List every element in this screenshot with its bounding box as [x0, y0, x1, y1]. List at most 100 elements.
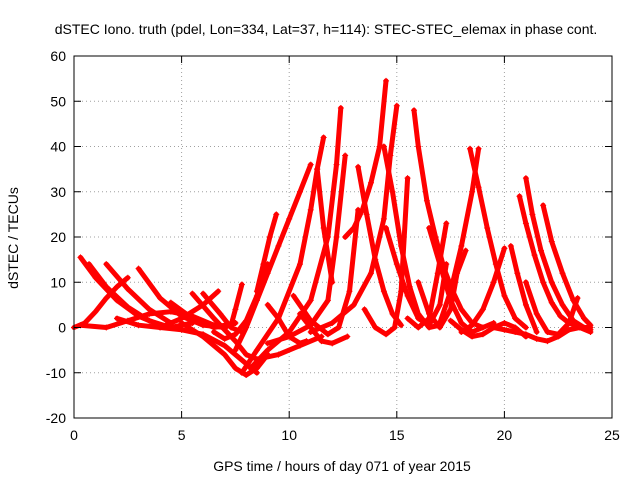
data-point [232, 306, 239, 313]
data-point [296, 340, 303, 347]
data-point [383, 224, 390, 231]
series-trace [103, 261, 174, 326]
data-point [324, 297, 331, 304]
series-39 [540, 202, 594, 329]
y-tick-label: 10 [50, 274, 66, 290]
data-point [335, 324, 342, 331]
data-point [475, 145, 482, 152]
y-tick-label: 30 [50, 184, 66, 200]
data-point [215, 288, 222, 295]
data-point [443, 261, 450, 268]
data-point [484, 224, 491, 231]
series-40 [490, 324, 594, 345]
data-point [462, 247, 469, 254]
data-point [565, 319, 572, 326]
data-point [307, 206, 314, 213]
data-point [507, 243, 514, 250]
x-tick-label: 5 [178, 427, 186, 443]
data-point [296, 310, 303, 317]
data-point [350, 301, 357, 308]
data-point [529, 211, 536, 218]
data-point [157, 324, 164, 331]
y-tick-label: 0 [58, 320, 66, 336]
series-16 [253, 211, 280, 295]
data-point [522, 331, 529, 338]
data-point [512, 329, 519, 336]
data-point [404, 292, 411, 299]
data-point [540, 279, 547, 286]
data-point [415, 279, 422, 286]
series-trace [265, 153, 348, 346]
data-point [548, 238, 555, 245]
data-point [516, 193, 523, 200]
data-point [260, 261, 267, 268]
data-point [333, 234, 340, 240]
data-point [337, 105, 344, 112]
data-point [522, 220, 529, 227]
data-point [389, 188, 396, 195]
data-point [398, 243, 405, 250]
data-point [342, 234, 349, 240]
data-point [221, 342, 228, 349]
data-marks [71, 77, 594, 379]
data-point [200, 333, 207, 340]
series-26 [307, 102, 400, 336]
data-point [333, 161, 340, 168]
data-point [559, 301, 566, 308]
data-point [565, 326, 572, 333]
y-tick-label: 40 [50, 139, 66, 155]
series-trace [355, 164, 404, 328]
series-14 [228, 281, 245, 329]
data-point [243, 351, 250, 358]
y-tick-label: 20 [50, 229, 66, 245]
data-point [522, 324, 529, 331]
data-point [436, 301, 443, 308]
data-point [86, 261, 93, 268]
data-point [273, 211, 280, 218]
data-point [367, 179, 374, 186]
data-point [404, 175, 411, 182]
data-point [393, 102, 400, 109]
data-point [426, 322, 433, 329]
data-point [307, 329, 314, 336]
data-point [458, 329, 465, 336]
data-point [135, 265, 142, 272]
data-point [114, 315, 121, 322]
data-point [146, 310, 153, 317]
data-point [383, 77, 390, 84]
data-point [447, 288, 454, 295]
series-trace [491, 325, 593, 344]
data-point [548, 299, 555, 306]
data-point [512, 315, 519, 322]
data-point [443, 220, 450, 227]
data-point [275, 243, 282, 250]
data-point [266, 234, 273, 240]
series-22 [290, 206, 362, 338]
data-point [475, 184, 482, 191]
series-42 [458, 245, 508, 336]
data-point [361, 306, 368, 313]
data-point [303, 338, 310, 345]
data-point [286, 333, 293, 340]
data-point [501, 245, 508, 252]
data-point [103, 283, 110, 290]
chart-title: dSTEC Iono. truth (pdel, Lon=334, Lat=37… [55, 21, 598, 37]
data-point [587, 322, 594, 329]
series-19 [247, 105, 344, 372]
data-point [329, 319, 336, 326]
data-point [238, 369, 245, 376]
series-trace [291, 207, 361, 337]
series-23 [314, 166, 336, 286]
data-point [178, 326, 185, 333]
data-point [415, 315, 422, 322]
data-point [221, 351, 228, 358]
data-point [243, 372, 250, 379]
data-point [103, 261, 110, 268]
series-trace [254, 211, 279, 294]
data-point [275, 351, 282, 358]
data-point [253, 288, 260, 295]
data-point [469, 188, 476, 195]
data-point [228, 322, 235, 329]
data-point [479, 306, 486, 313]
data-point [576, 324, 583, 331]
